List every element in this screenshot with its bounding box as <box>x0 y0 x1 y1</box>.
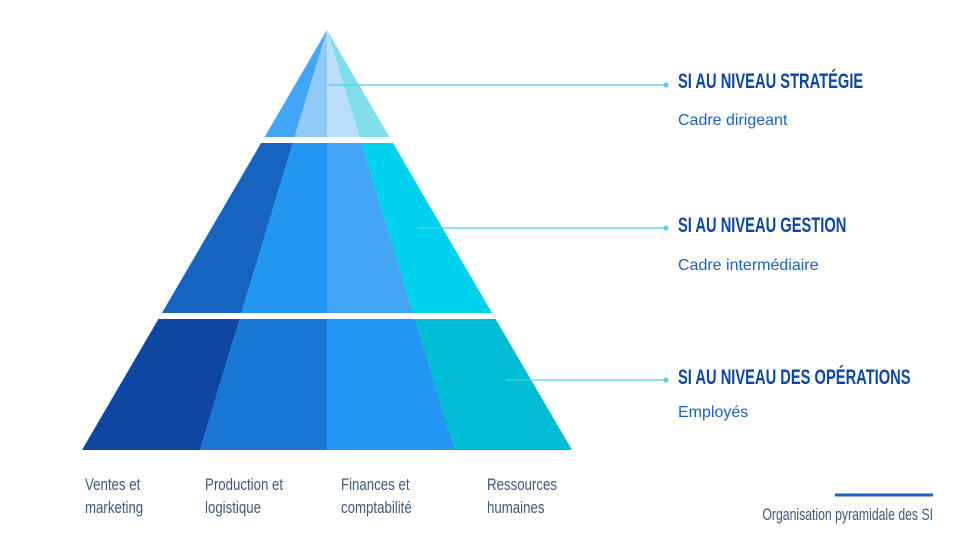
pyramid-segment <box>327 319 455 450</box>
pyramid <box>82 30 572 450</box>
caption-group: Organisation pyramidale des SI <box>762 506 933 524</box>
pyramid-segment <box>200 319 327 450</box>
department-line: comptabilité <box>341 499 412 518</box>
level-title-group: SI AU NIVEAU STRATÉGIE <box>678 68 863 92</box>
level-subtitle: Cadre dirigeant <box>678 112 788 129</box>
connector-dot <box>663 82 669 88</box>
connectors <box>329 82 669 383</box>
department-label: Finances et comptabilité <box>341 476 412 518</box>
pyramid-segment <box>327 30 390 137</box>
level-subtitle: Employés <box>678 404 748 421</box>
level-subtitle: Cadre intermédiaire <box>678 257 819 274</box>
level-title: SI AU NIVEAU GESTION <box>678 213 846 236</box>
pyramid-segment <box>161 143 293 313</box>
department-line: Ressources <box>487 476 557 495</box>
department-line: Finances et <box>341 476 410 495</box>
level-title: SI AU NIVEAU DES OPÉRATIONS <box>678 364 911 388</box>
department-line: Ventes et <box>85 476 141 495</box>
pyramid-segment <box>82 319 240 450</box>
level-title: SI AU NIVEAU STRATÉGIE <box>678 68 863 92</box>
department-label: Ventes et marketing <box>85 476 143 518</box>
level-title-group: SI AU NIVEAU GESTION <box>678 213 846 236</box>
department-line: marketing <box>85 499 143 518</box>
connector-dot <box>663 225 669 231</box>
level-title-group: SI AU NIVEAU DES OPÉRATIONS <box>678 364 911 388</box>
department-line: Production et <box>205 476 284 495</box>
pyramid-segment <box>327 30 360 137</box>
pyramid-segment <box>415 319 572 450</box>
pyramid-segment <box>264 30 327 137</box>
department-line: logistique <box>205 499 261 518</box>
department-line: humaines <box>487 499 545 518</box>
department-label: Production et logistique <box>205 476 284 518</box>
pyramid-segment <box>241 143 327 313</box>
caption: Organisation pyramidale des SI <box>762 506 933 524</box>
pyramid-segment <box>294 30 327 137</box>
pyramid-segment <box>327 143 414 313</box>
department-label: Ressources humaines <box>487 476 557 518</box>
connector-dot <box>663 377 669 383</box>
